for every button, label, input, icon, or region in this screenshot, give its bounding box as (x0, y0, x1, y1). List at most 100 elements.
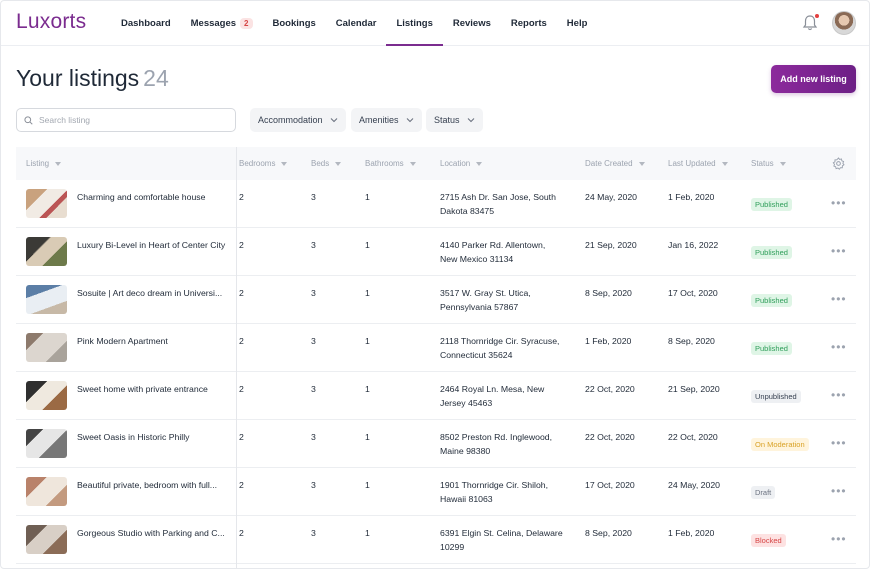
filter-accommodation[interactable]: Accommodation (250, 108, 346, 132)
nav-item-label: Messages (190, 18, 237, 29)
nav-item-bookings[interactable]: Bookings (263, 1, 326, 46)
nav-item-label: Dashboard (121, 18, 171, 29)
location-line-1: 2464 Royal Ln. Mesa, New (440, 384, 545, 394)
location-line-1: 8502 Preston Rd. Inglewood, (440, 432, 553, 442)
nav-item-help[interactable]: Help (557, 1, 598, 46)
listing-name[interactable]: Beautiful private, bedroom with full... (77, 480, 218, 490)
main-nav: Dashboard Messages 2 Bookings Calendar Listin… (111, 1, 597, 46)
listing-thumbnail (26, 381, 67, 410)
listing-thumbnail (26, 429, 67, 458)
user-avatar[interactable] (832, 11, 856, 35)
location-line-1: 2118 Thornridge Cir. Syracuse, (440, 336, 560, 346)
listing-thumbnail (26, 477, 67, 506)
gear-icon[interactable] (832, 157, 845, 170)
listing-name[interactable]: Luxury Bi-Level in Heart of Center City (77, 240, 226, 250)
nav-item-messages[interactable]: Messages 2 (181, 1, 263, 46)
table-row[interactable]: Sosuite | Art deco dream in Universi... 2… (16, 276, 856, 324)
sort-caret-icon (638, 161, 645, 166)
nav-item-listings[interactable]: Listings (386, 1, 444, 46)
bedrooms-value: 2 (239, 192, 244, 202)
filter-amenities[interactable]: Amenities (351, 108, 422, 132)
beds-value: 3 (311, 528, 316, 538)
column-header-location[interactable]: Location (440, 147, 483, 180)
filter-status[interactable]: Status (426, 108, 483, 132)
location-line-1: 4140 Parker Rd. Allentown, (440, 240, 546, 250)
listing-name[interactable]: Charming and comfortable house (77, 192, 206, 202)
date-created: 22 Oct, 2020 (585, 384, 635, 394)
date-created: 8 Sep, 2020 (585, 528, 632, 538)
nav-item-reports[interactable]: Reports (501, 1, 557, 46)
search-box[interactable] (16, 108, 236, 132)
table-row[interactable]: Sweet Oasis in Historic Philly 2 3 1 8502 Pr… (16, 420, 856, 468)
bedrooms-value: 2 (239, 240, 244, 250)
nav-item-calendar[interactable]: Calendar (326, 1, 387, 46)
date-created: 22 Oct, 2020 (585, 432, 635, 442)
more-actions-icon[interactable]: ••• (831, 196, 847, 210)
more-actions-icon[interactable]: ••• (831, 388, 847, 402)
nav-item-dashboard[interactable]: Dashboard (111, 1, 181, 46)
more-actions-icon[interactable]: ••• (831, 244, 847, 258)
table-row[interactable]: Charming and comfortable house 2 3 1 2715 As… (16, 180, 856, 228)
listing-thumbnail (26, 333, 67, 362)
column-header-last-updated[interactable]: Last Updated (668, 147, 728, 180)
search-input[interactable] (39, 115, 219, 125)
table-header: Listing Bedrooms Beds Bathrooms Location Date… (16, 147, 856, 180)
table-row[interactable]: Beautiful private, bedroom with full... 2… (16, 468, 856, 516)
table-row[interactable]: Sweet home with private entrance 2 3 1 2464 … (16, 372, 856, 420)
column-header-bedrooms[interactable]: Bedrooms (239, 147, 288, 180)
beds-value: 3 (311, 192, 316, 202)
last-updated: 1 Feb, 2020 (668, 528, 715, 538)
bedrooms-value: 2 (239, 288, 244, 298)
table-row[interactable]: Pink Modern Apartment 2 3 1 2118 Thornridge … (16, 324, 856, 372)
filter-label: Status (434, 115, 460, 125)
column-header-date-created[interactable]: Date Created (585, 147, 645, 180)
page-title-text: Your listings (16, 65, 140, 91)
table-row[interactable]: Luxury Bi-Level in Heart of Center City 2… (16, 228, 856, 276)
app-logo[interactable]: Luxorts (16, 10, 87, 33)
status-badge: Published (751, 246, 792, 259)
listing-name[interactable]: Gorgeous Studio with Parking and C... (77, 528, 225, 538)
location-line-2: New Mexico 31134 (440, 254, 514, 264)
listing-thumbnail (26, 237, 67, 266)
column-header-listing[interactable]: Listing (26, 147, 62, 180)
listing-name[interactable]: Pink Modern Apartment (77, 336, 168, 346)
column-header-label: Bedrooms (239, 159, 276, 168)
column-divider (236, 147, 237, 568)
search-icon (24, 115, 33, 125)
more-actions-icon[interactable]: ••• (831, 292, 847, 306)
column-header-beds[interactable]: Beds (311, 147, 342, 180)
location-line-2: Hawaii 81063 (440, 494, 493, 504)
table-row[interactable]: Gorgeous Studio with Parking and C... 2 3 1… (16, 516, 856, 564)
last-updated: 21 Sep, 2020 (668, 384, 720, 394)
more-actions-icon[interactable]: ••• (831, 436, 847, 450)
column-header-bathrooms[interactable]: Bathrooms (365, 147, 416, 180)
sort-caret-icon (409, 161, 416, 166)
location-line-2: 10299 (440, 542, 465, 552)
beds-value: 3 (311, 432, 316, 442)
chevron-down-icon (406, 118, 413, 123)
messages-count-badge: 2 (240, 18, 253, 29)
more-actions-icon[interactable]: ••• (831, 340, 847, 354)
more-actions-icon[interactable]: ••• (831, 532, 847, 546)
last-updated: 8 Sep, 2020 (668, 336, 715, 346)
add-new-listing-button[interactable]: Add new listing (771, 65, 856, 93)
sort-caret-icon (476, 161, 483, 166)
sort-caret-icon (55, 161, 62, 166)
listing-name[interactable]: Sweet home with private entrance (77, 384, 208, 394)
column-header-label: Date Created (585, 159, 633, 168)
nav-item-reviews[interactable]: Reviews (443, 1, 501, 46)
location-line-2: Dakota 83475 (440, 206, 495, 216)
beds-value: 3 (311, 384, 316, 394)
sort-caret-icon (335, 161, 342, 166)
more-actions-icon[interactable]: ••• (831, 484, 847, 498)
date-created: 24 May, 2020 (585, 192, 637, 202)
listing-count: 24 (143, 65, 169, 91)
listing-name[interactable]: Sosuite | Art deco dream in Universi... (77, 288, 223, 298)
column-header-status[interactable]: Status (751, 147, 786, 180)
top-navigation-bar: Luxorts Dashboard Messages 2 Bookings Calend… (1, 1, 869, 46)
last-updated: Jan 16, 2022 (668, 240, 719, 250)
listing-name[interactable]: Sweet Oasis in Historic Philly (77, 432, 190, 442)
listing-thumbnail (26, 285, 67, 314)
bell-icon[interactable] (802, 14, 818, 32)
